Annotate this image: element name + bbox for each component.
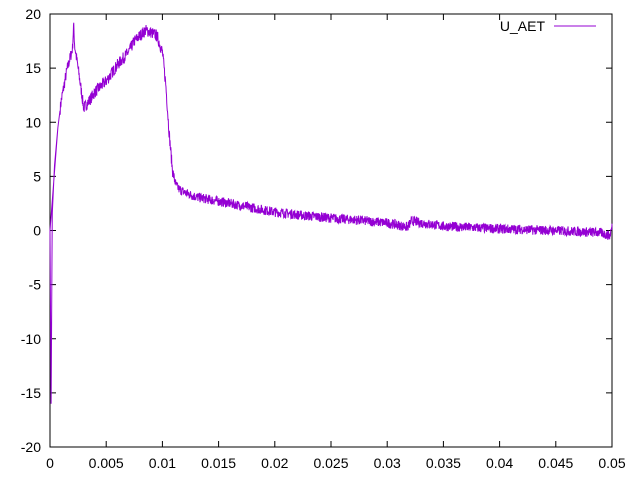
- y-tick-label: 0: [33, 223, 41, 239]
- y-axis-ticks: -20 -15 -10 -5 0 5 10 15 20: [21, 6, 612, 455]
- series-line-u-aet: [49, 22, 613, 404]
- x-tick-label: 0.03: [374, 455, 401, 471]
- y-tick-label: 5: [33, 168, 41, 184]
- legend-label-u-aet: U_AET: [500, 18, 546, 34]
- y-tick-label: 15: [25, 60, 41, 76]
- y-tick-label: -5: [29, 277, 42, 293]
- x-tick-label: 0.02: [261, 455, 288, 471]
- x-tick-label: 0.05: [598, 455, 625, 471]
- x-tick-label: 0: [46, 455, 54, 471]
- x-tick-label: 0.025: [313, 455, 348, 471]
- x-tick-label: 0.045: [538, 455, 573, 471]
- x-tick-label: 0.01: [149, 455, 176, 471]
- y-tick-label: 20: [25, 6, 41, 22]
- x-tick-label: 0.005: [89, 455, 124, 471]
- x-tick-label: 0.04: [486, 455, 513, 471]
- x-tick-label: 0.035: [426, 455, 461, 471]
- legend: U_AET: [500, 18, 596, 34]
- series-layer: [49, 22, 613, 404]
- y-tick-label: -15: [21, 385, 41, 401]
- x-tick-label: 0.015: [201, 455, 236, 471]
- y-tick-label: 10: [25, 114, 41, 130]
- x-axis-ticks: 0 0.005 0.01 0.015 0.02 0.025 0.03 0.035 0.04 0.0…: [46, 14, 626, 471]
- y-tick-label: -20: [21, 439, 41, 455]
- y-tick-label: -10: [21, 331, 41, 347]
